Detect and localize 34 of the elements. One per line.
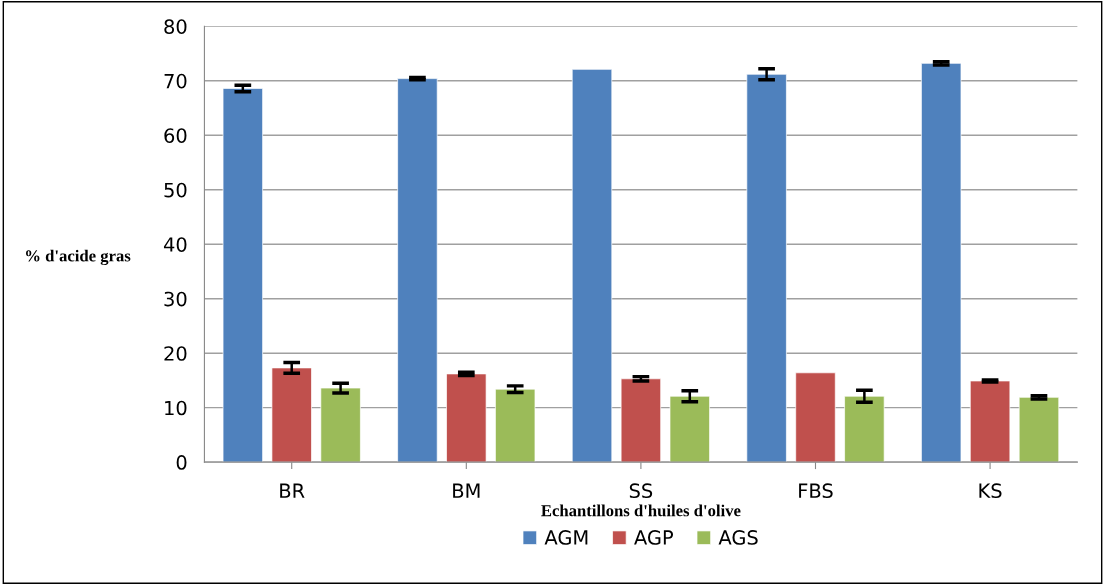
bar — [446, 373, 487, 463]
y-tick-label: 80 — [164, 19, 187, 34]
legend-label: AGM — [544, 530, 588, 545]
bar — [746, 73, 787, 463]
y-tick-label: 60 — [164, 128, 187, 143]
y-tick-label: 50 — [164, 182, 187, 198]
y-tick-label: 0 — [176, 455, 187, 470]
y-axis-title: % d'acide gras — [26, 249, 131, 266]
bar — [1018, 396, 1060, 463]
bar — [620, 378, 662, 463]
y-tick-label: 20 — [164, 346, 187, 361]
x-tick-label: FBS — [799, 483, 833, 499]
bar — [495, 388, 536, 463]
x-tick-label: SS — [629, 483, 653, 499]
x-tick-label: KS — [979, 483, 1002, 499]
bar — [921, 63, 962, 463]
y-tick-label: 70 — [164, 73, 187, 89]
bar — [571, 69, 613, 463]
bar — [795, 372, 836, 463]
y-tick-label: 10 — [165, 400, 187, 416]
legend-label: AGP — [634, 530, 674, 545]
bar — [222, 88, 263, 463]
bar — [271, 367, 312, 463]
x-tick-label: BM — [453, 483, 480, 498]
x-axis-title: Echantillons d'huiles d'olive — [541, 504, 741, 517]
y-tick-label: 40 — [163, 237, 187, 252]
bar — [969, 380, 1011, 463]
bar — [397, 78, 438, 463]
legend-label: AGS — [718, 530, 758, 545]
bar — [669, 395, 710, 463]
bar — [320, 387, 361, 463]
y-tick-label: 30 — [164, 291, 187, 307]
x-tick-label: BR — [280, 483, 305, 498]
bar — [844, 395, 885, 463]
